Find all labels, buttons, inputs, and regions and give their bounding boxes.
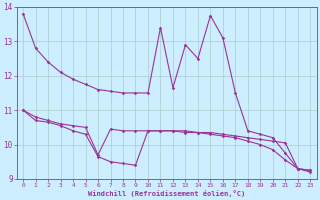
X-axis label: Windchill (Refroidissement éolien,°C): Windchill (Refroidissement éolien,°C): [88, 190, 245, 197]
